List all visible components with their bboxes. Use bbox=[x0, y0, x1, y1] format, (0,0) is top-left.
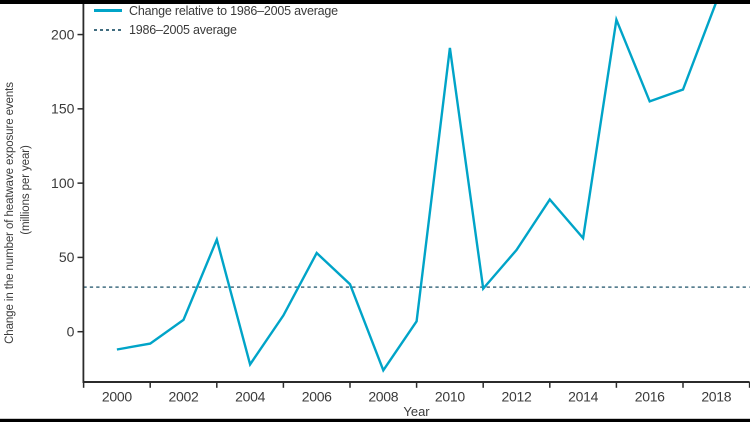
x-year-label: 2002 bbox=[169, 389, 199, 405]
x-year-label: 2010 bbox=[435, 389, 465, 405]
x-year-label: 2004 bbox=[235, 389, 265, 405]
y-tick-label: 200 bbox=[51, 26, 75, 42]
y-tick-label: 100 bbox=[51, 175, 75, 191]
y-tick-label: 150 bbox=[51, 101, 75, 117]
y-axis-unit: (millions per year) bbox=[20, 145, 32, 235]
x-year-label: 2016 bbox=[635, 389, 665, 405]
x-year-label: 2008 bbox=[368, 389, 398, 405]
x-year-label: 2012 bbox=[502, 389, 532, 405]
y-axis-title: Change in the number of heatwave exposur… bbox=[4, 82, 16, 344]
legend-label: 1986–2005 average bbox=[129, 22, 237, 37]
dashed-line-swatch-icon bbox=[94, 28, 122, 31]
x-year-label: 2018 bbox=[701, 389, 731, 405]
legend-item: 1986–2005 average bbox=[94, 20, 338, 39]
y-tick-label: 0 bbox=[67, 324, 75, 340]
y-tick-label: 50 bbox=[59, 249, 75, 265]
data-line bbox=[116, 1, 718, 373]
legend-label: Change relative to 1986–2005 average bbox=[129, 3, 338, 18]
bottom-letterbox-bar bbox=[0, 419, 750, 422]
bottom-hairline bbox=[0, 418, 750, 419]
legend-item: Change relative to 1986–2005 average bbox=[94, 1, 338, 20]
legend: Change relative to 1986–2005 average 198… bbox=[94, 1, 338, 39]
x-axis-title: Year bbox=[403, 404, 430, 419]
x-year-label: 2000 bbox=[102, 389, 132, 405]
x-year-label: 2006 bbox=[302, 389, 332, 405]
x-year-label: 2014 bbox=[568, 389, 598, 405]
solid-line-swatch-icon bbox=[94, 9, 122, 12]
top-letterbox-bar bbox=[0, 0, 750, 4]
